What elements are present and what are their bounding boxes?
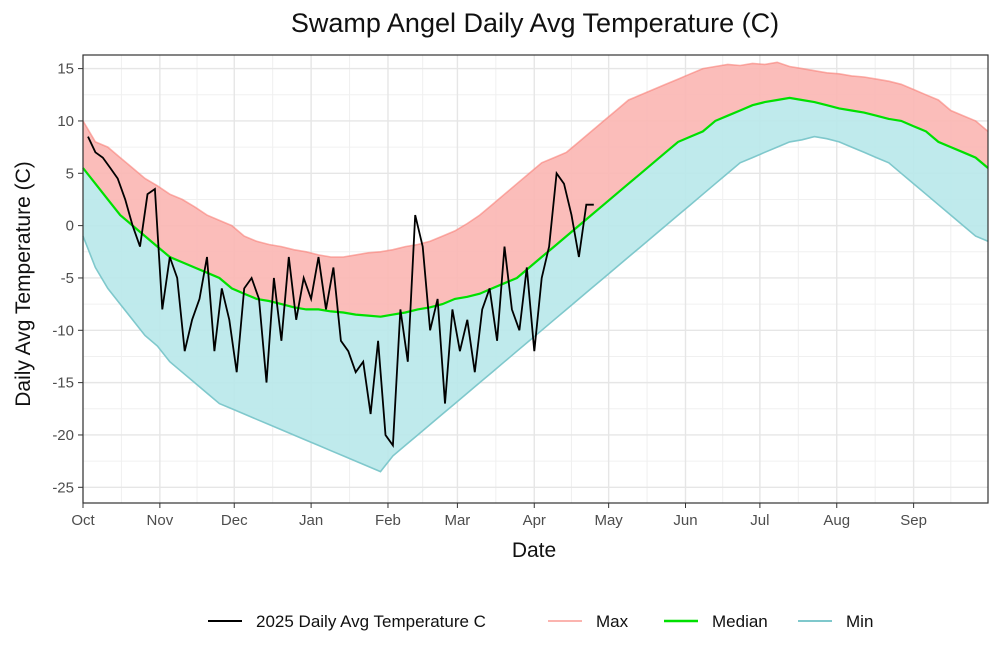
x-tick-label: Apr [523, 512, 546, 529]
y-axis-title: Daily Avg Temperature (C) [12, 161, 35, 407]
x-tick-label: Jul [750, 512, 769, 529]
x-tick-label: Aug [823, 512, 850, 529]
legend-label-max: Max [596, 612, 629, 631]
max-line [82, 61, 989, 258]
y-tick-label: -15 [52, 375, 74, 392]
x-tick-label: Sep [900, 512, 927, 529]
chart-title: Swamp Angel Daily Avg Temperature (C) [290, 8, 780, 38]
y-tick-label: 15 [57, 61, 74, 78]
y-tick-label: 10 [57, 113, 74, 130]
x-tick-label: Jun [673, 512, 697, 529]
x-axis-title: Date [512, 539, 556, 562]
x-tick-label: Oct [71, 512, 95, 529]
y-tick-label: -10 [52, 322, 74, 339]
x-tick-label: Feb [375, 512, 401, 529]
legend-label-median: Median [712, 612, 768, 631]
x-tick-label: Jan [299, 512, 323, 529]
current-year-line [87, 136, 594, 449]
x-tick-label: May [594, 512, 623, 529]
median-line [82, 96, 989, 318]
plot-border [82, 54, 989, 504]
x-tick-label: Nov [147, 512, 174, 529]
y-tick-label: 0 [66, 218, 74, 235]
y-tick-label: 5 [66, 165, 74, 182]
legend-label-min: Min [846, 612, 873, 631]
min-band [83, 97, 988, 472]
y-tick-label: -25 [52, 479, 74, 496]
y-tick-label: -20 [52, 427, 74, 444]
legend-label-current: 2025 Daily Avg Temperature C [256, 612, 486, 631]
x-tick-label: Dec [221, 512, 248, 529]
plot-area: Oct Nov Dec Jan Feb Mar Apr May Jun Jul Aug Sep 15 10… [52, 54, 989, 529]
y-tick-label: -5 [61, 270, 74, 287]
x-tick-label: Mar [444, 512, 470, 529]
legend: 2025 Daily Avg Temperature C Max Median Min [208, 612, 873, 631]
